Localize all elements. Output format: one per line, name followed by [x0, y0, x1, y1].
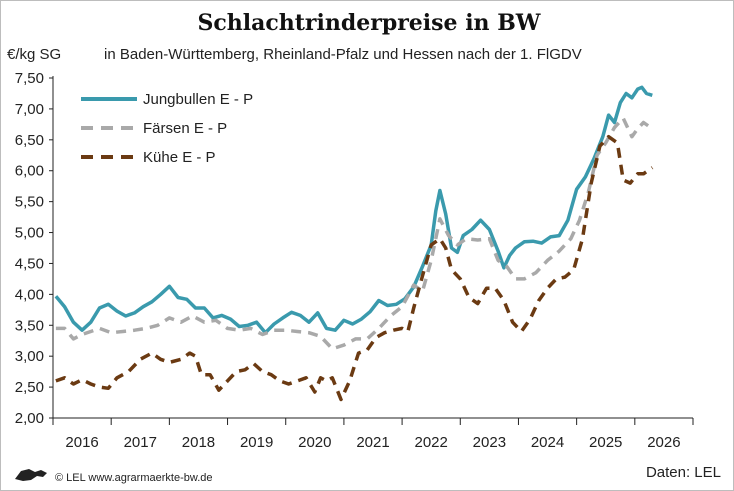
legend-label: Jungbullen E - P	[143, 91, 253, 108]
y-tick-label: 2,00	[15, 410, 44, 427]
y-tick-label: 7,50	[15, 70, 44, 87]
y-tick-label: 2,50	[15, 379, 44, 396]
y-tick-label: 6,00	[15, 163, 44, 180]
x-tick-label: 2019	[240, 434, 273, 451]
x-tick-label: 2024	[531, 434, 564, 451]
footer-copyright: © LEL www.agrarmaerkte-bw.de	[55, 472, 213, 484]
x-tick-label: 2025	[589, 434, 622, 451]
legend-label: Färsen E - P	[143, 120, 227, 137]
data-source: Daten: LEL	[646, 464, 721, 481]
y-tick-label: 4,50	[15, 255, 44, 272]
legend-label: Kühe E - P	[143, 149, 216, 166]
y-tick-label: 4,00	[15, 286, 44, 303]
chart-title: Schlachtrinderpreise in BW	[197, 10, 540, 36]
y-tick-label: 5,00	[15, 225, 44, 242]
x-tick-label: 2023	[473, 434, 506, 451]
x-tick-label: 2021	[356, 434, 389, 451]
series-line-3	[55, 134, 654, 402]
series-line-2	[55, 116, 654, 351]
x-tick-label: 2020	[298, 434, 331, 451]
y-tick-label: 5,50	[15, 194, 44, 211]
y-tick-label: 3,00	[15, 348, 44, 365]
x-tick-label: 2026	[647, 434, 680, 451]
series-group	[54, 85, 654, 402]
y-tick-label: 3,50	[15, 317, 44, 334]
axes: 2,00 2,50 3,00 3,50 4,00 4,50 5,00 5,50 6,00 6,50…	[15, 70, 694, 451]
x-tick-label: 2022	[414, 434, 447, 451]
y-tick-label: 7,00	[15, 101, 44, 118]
chart-subtitle: in Baden-Württemberg, Rheinland-Pfalz un…	[104, 46, 582, 63]
x-tick-label: 2016	[65, 434, 98, 451]
series-line-1	[54, 85, 653, 335]
x-tick-label: 2017	[124, 434, 157, 451]
lel-logo	[15, 469, 47, 481]
y-tick-label: 6,50	[15, 132, 44, 149]
x-tick-label: 2018	[182, 434, 215, 451]
y-axis-label: €/kg SG	[7, 46, 61, 63]
legend: Jungbullen E - P Färsen E - P Kühe E - P	[81, 91, 253, 166]
